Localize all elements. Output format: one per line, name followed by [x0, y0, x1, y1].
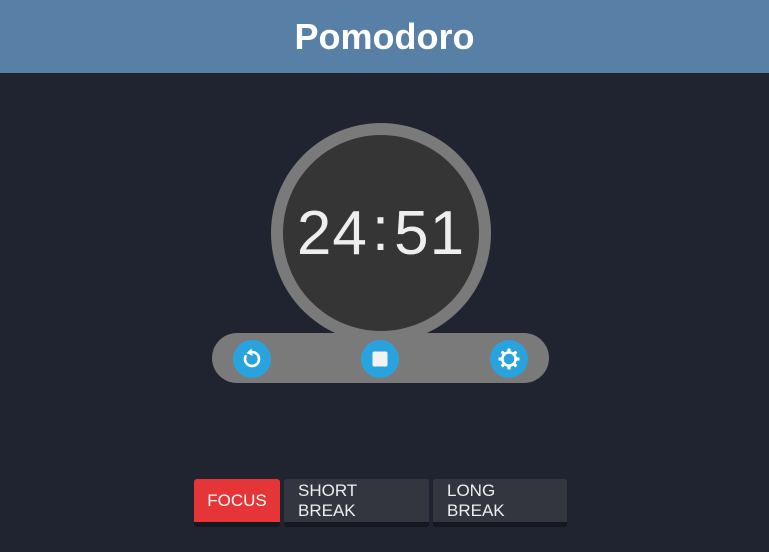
mode-tabs: FOCUS SHORT BREAK LONG BREAK: [194, 479, 571, 527]
timer-controls: [212, 333, 549, 383]
settings-button[interactable]: [490, 340, 528, 378]
refresh-icon: [241, 348, 263, 370]
timer-minutes: 24: [296, 198, 368, 268]
timer-display: 24:51: [283, 135, 479, 331]
gear-icon: [497, 347, 521, 371]
stop-button[interactable]: [361, 340, 399, 378]
app-title: Pomodoro: [294, 15, 475, 57]
stop-icon: [371, 350, 389, 368]
timer-seconds: 51: [394, 198, 466, 268]
tab-short-break[interactable]: SHORT BREAK: [284, 479, 429, 527]
tab-long-break[interactable]: LONG BREAK: [433, 479, 567, 527]
reset-button[interactable]: [233, 340, 271, 378]
tab-focus[interactable]: FOCUS: [194, 479, 280, 527]
timer-separator: :: [371, 194, 391, 264]
app-header: Pomodoro: [0, 0, 769, 73]
